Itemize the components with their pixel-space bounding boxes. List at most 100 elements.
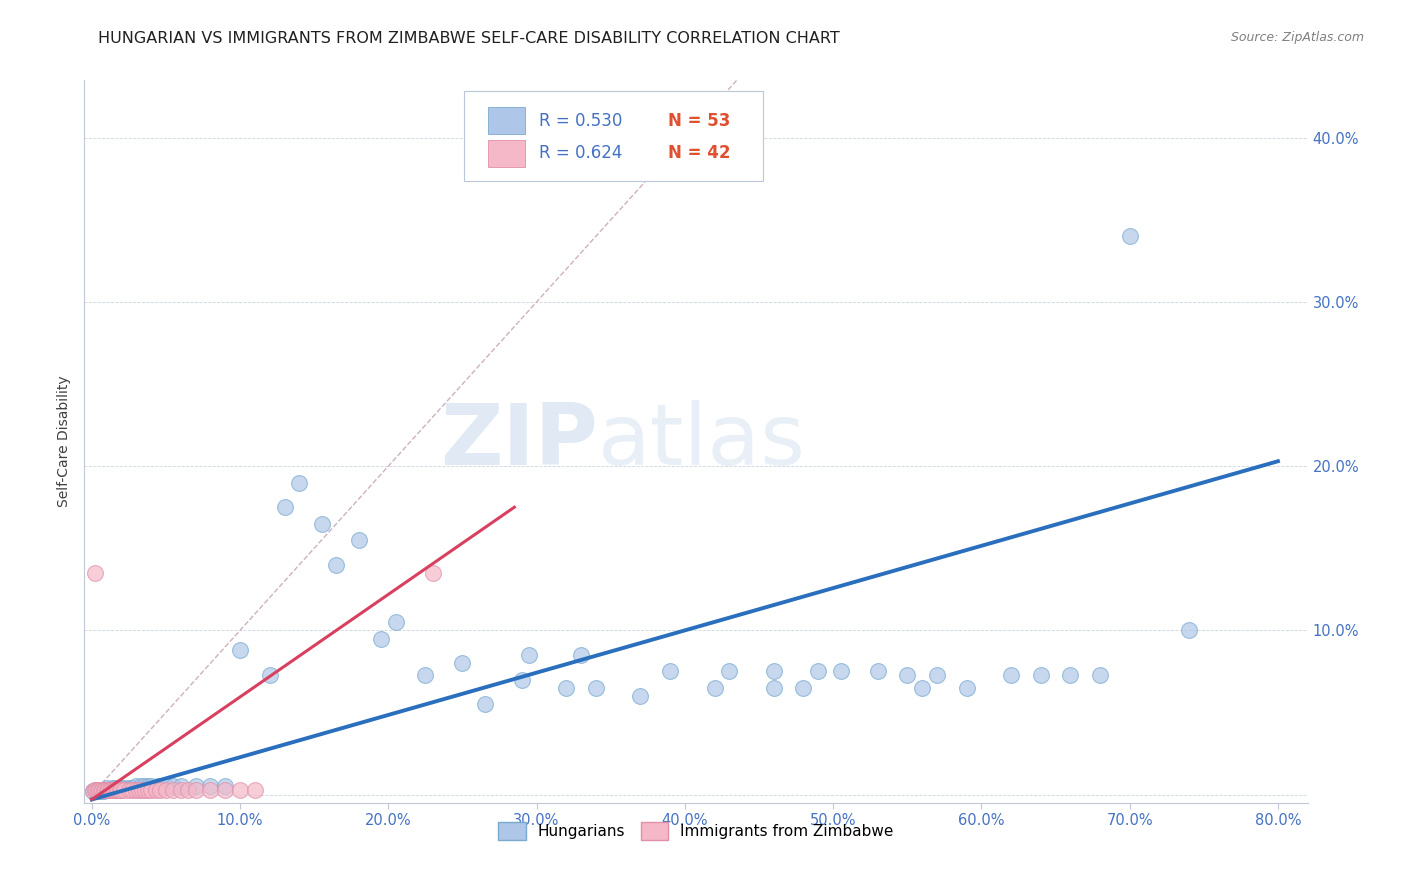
Point xyxy=(136,780,159,794)
Point xyxy=(170,782,193,797)
Point xyxy=(925,667,948,681)
Bar xyxy=(488,139,524,167)
Point xyxy=(273,500,295,515)
Point xyxy=(108,782,131,797)
Point xyxy=(347,533,370,547)
Point xyxy=(101,780,124,795)
Point xyxy=(94,782,117,797)
Point xyxy=(517,648,540,662)
Point xyxy=(100,782,122,797)
Point xyxy=(1118,229,1140,244)
Point xyxy=(243,782,266,797)
Point xyxy=(325,558,347,572)
Point xyxy=(136,782,159,797)
Point xyxy=(82,784,104,798)
Point xyxy=(86,782,108,797)
Point xyxy=(97,782,120,797)
Point xyxy=(86,782,108,797)
Point xyxy=(762,665,785,679)
Point xyxy=(155,782,177,797)
Point xyxy=(107,780,129,795)
Point xyxy=(807,665,830,679)
Point xyxy=(1178,624,1201,638)
Point xyxy=(105,782,128,797)
Point xyxy=(110,780,132,795)
Point xyxy=(91,782,114,797)
Point xyxy=(474,698,496,712)
Text: Source: ZipAtlas.com: Source: ZipAtlas.com xyxy=(1230,31,1364,45)
Point xyxy=(132,780,155,794)
Point xyxy=(83,566,105,580)
Point xyxy=(82,784,104,798)
Point xyxy=(103,782,125,797)
Point xyxy=(229,643,252,657)
Point xyxy=(145,782,167,797)
Point xyxy=(170,780,193,794)
Point xyxy=(125,780,148,794)
Point xyxy=(148,780,170,794)
Point xyxy=(896,667,918,681)
Point xyxy=(415,667,437,681)
Point xyxy=(184,782,207,797)
Point xyxy=(134,782,156,797)
Point xyxy=(370,632,392,646)
Text: R = 0.530: R = 0.530 xyxy=(540,112,623,129)
Point xyxy=(384,615,406,630)
Point xyxy=(89,782,111,797)
Point xyxy=(510,673,533,687)
Point xyxy=(866,665,889,679)
Point xyxy=(104,780,127,795)
Point xyxy=(112,780,135,795)
Point xyxy=(155,780,177,794)
Point xyxy=(229,782,252,797)
Point xyxy=(112,782,135,797)
Point xyxy=(555,681,578,695)
Point xyxy=(129,780,152,794)
Point xyxy=(1000,667,1022,681)
Point xyxy=(628,689,651,703)
Point xyxy=(90,784,112,798)
Point xyxy=(162,782,184,797)
Point xyxy=(311,516,333,531)
Point xyxy=(200,782,222,797)
Point xyxy=(422,566,444,580)
Point xyxy=(121,780,143,795)
Point xyxy=(108,782,131,797)
Point xyxy=(125,782,148,797)
Point xyxy=(1029,667,1052,681)
Point xyxy=(107,782,129,797)
Text: N = 42: N = 42 xyxy=(668,145,730,162)
Point xyxy=(139,782,162,797)
Point xyxy=(104,782,127,797)
Point xyxy=(96,782,118,797)
Point xyxy=(139,780,162,794)
Point xyxy=(569,648,592,662)
Point xyxy=(100,782,122,797)
FancyBboxPatch shape xyxy=(464,91,763,181)
Point xyxy=(184,780,207,794)
Point xyxy=(110,782,132,797)
Point xyxy=(288,475,311,490)
Point xyxy=(911,681,934,695)
Point xyxy=(97,782,120,797)
Point xyxy=(121,782,143,797)
Point xyxy=(1088,667,1111,681)
Point xyxy=(84,782,107,797)
Point xyxy=(83,782,105,797)
Y-axis label: Self-Care Disability: Self-Care Disability xyxy=(58,376,72,508)
Point xyxy=(585,681,607,695)
Point xyxy=(93,782,115,797)
Point xyxy=(90,782,112,797)
Point xyxy=(762,681,785,695)
Point xyxy=(659,665,682,679)
Point xyxy=(214,780,236,794)
Point xyxy=(98,782,121,797)
Point xyxy=(259,667,281,681)
Point xyxy=(1059,667,1081,681)
Point xyxy=(451,657,474,671)
Point xyxy=(162,780,184,794)
Point xyxy=(98,782,121,797)
Point xyxy=(718,665,741,679)
Point xyxy=(105,782,128,797)
Point xyxy=(96,780,118,795)
